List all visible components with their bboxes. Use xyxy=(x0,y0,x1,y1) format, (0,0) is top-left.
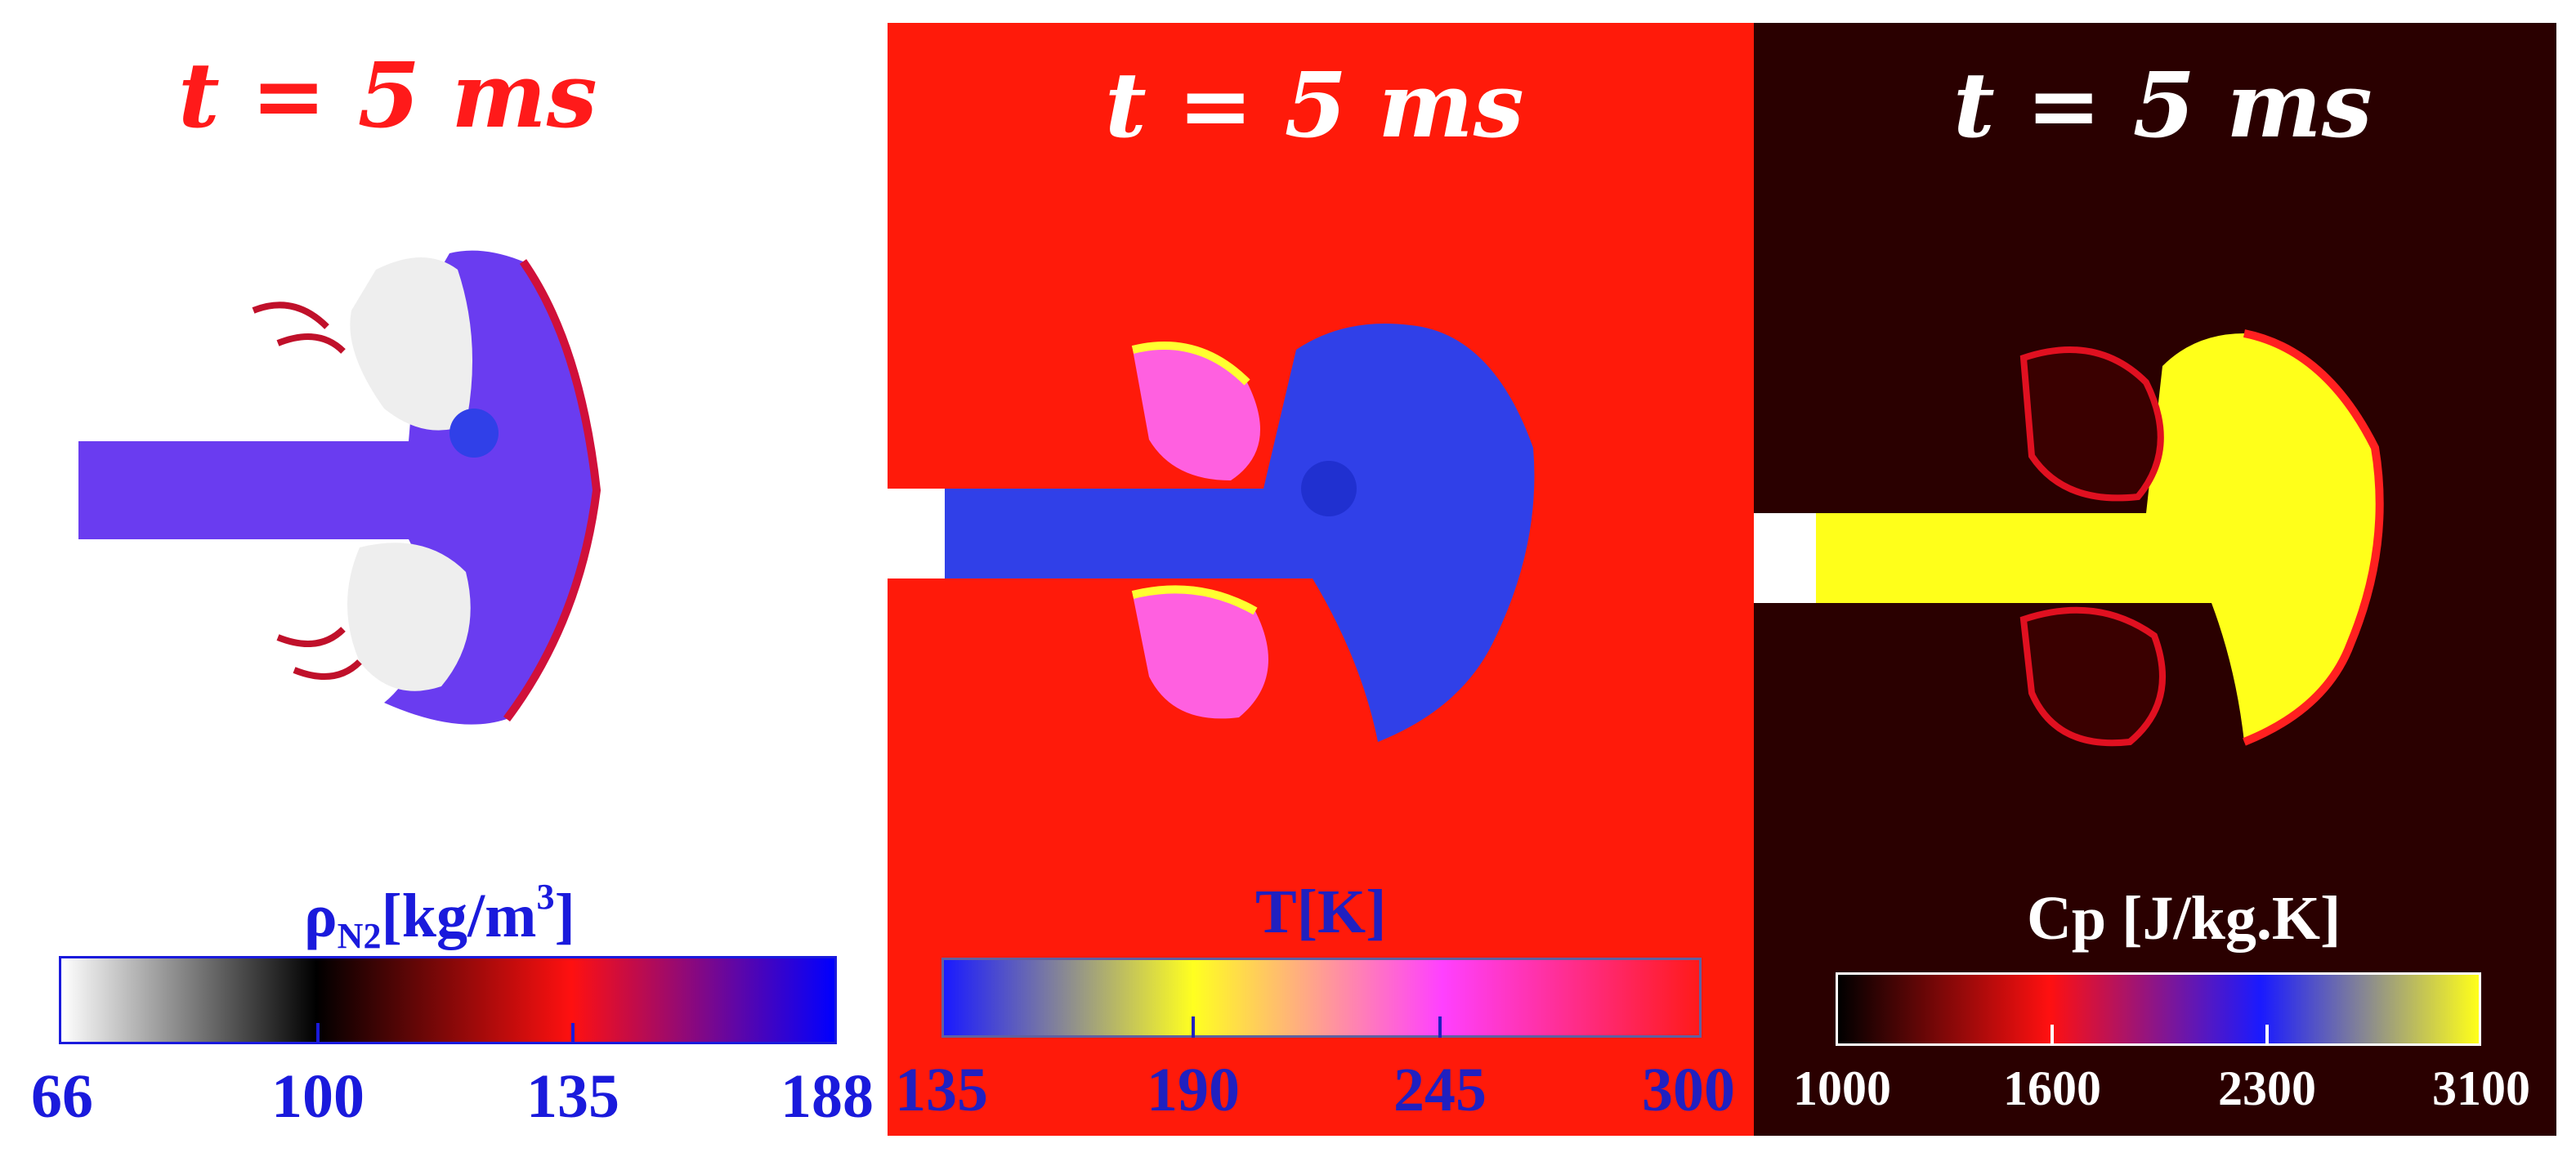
colorbar-tick-mark xyxy=(1438,1016,1442,1038)
panel-title: t = 5 ms xyxy=(1105,52,1524,158)
colorbar-tick-label: 3100 xyxy=(2432,1061,2530,1115)
colorbar-label: Cp [J/kg.K] xyxy=(2027,884,2341,953)
panel-title: t = 5 ms xyxy=(1953,52,2373,158)
colorbar-tick-label: 245 xyxy=(1393,1056,1487,1124)
density-panel: t = 5 ms ρN2[kg/m3] 66 100 135 188 xyxy=(0,0,888,1157)
panel-title: t = 5 ms xyxy=(178,42,597,148)
specific-heat-panel: t = 5 ms Cp [J/kg.K] 1000 1600 2300 3100 xyxy=(1754,23,2556,1136)
colorbar-tick-label: 1600 xyxy=(2003,1061,2101,1115)
colorbar-label: ρN2[kg/m3] xyxy=(304,877,575,956)
colorbar-tick-label: 66 xyxy=(31,1062,93,1131)
colorbar-tick-label: 100 xyxy=(271,1062,364,1131)
colorbar-tick-label: 135 xyxy=(526,1062,619,1131)
colorbar-tick-label: 2300 xyxy=(2218,1061,2316,1115)
colorbar-tick-label: 1000 xyxy=(1793,1061,1891,1115)
temperature-field-plot xyxy=(888,324,1535,742)
colorbar-tick-label: 188 xyxy=(780,1062,874,1131)
density-field-plot xyxy=(78,250,602,725)
colorbar-tick-mark xyxy=(2265,1025,2269,1046)
specific-heat-field-plot xyxy=(1754,329,2384,747)
colorbar xyxy=(1836,972,2481,1046)
colorbar-tick-label: 135 xyxy=(895,1056,988,1124)
colorbar-label: T[K] xyxy=(1255,878,1387,946)
temperature-panel: t = 5 ms T[K] 135 190 245 300 xyxy=(888,23,1754,1136)
colorbar-tick-mark xyxy=(2051,1025,2054,1046)
colorbar-tick-mark xyxy=(1192,1016,1195,1038)
colorbar xyxy=(941,958,1702,1038)
colorbar-tick-mark xyxy=(571,1023,575,1044)
colorbar-tick-mark xyxy=(316,1023,320,1044)
colorbar-tick-label: 300 xyxy=(1642,1056,1735,1124)
colorbar xyxy=(59,956,837,1044)
colorbar-tick-label: 190 xyxy=(1147,1056,1240,1124)
